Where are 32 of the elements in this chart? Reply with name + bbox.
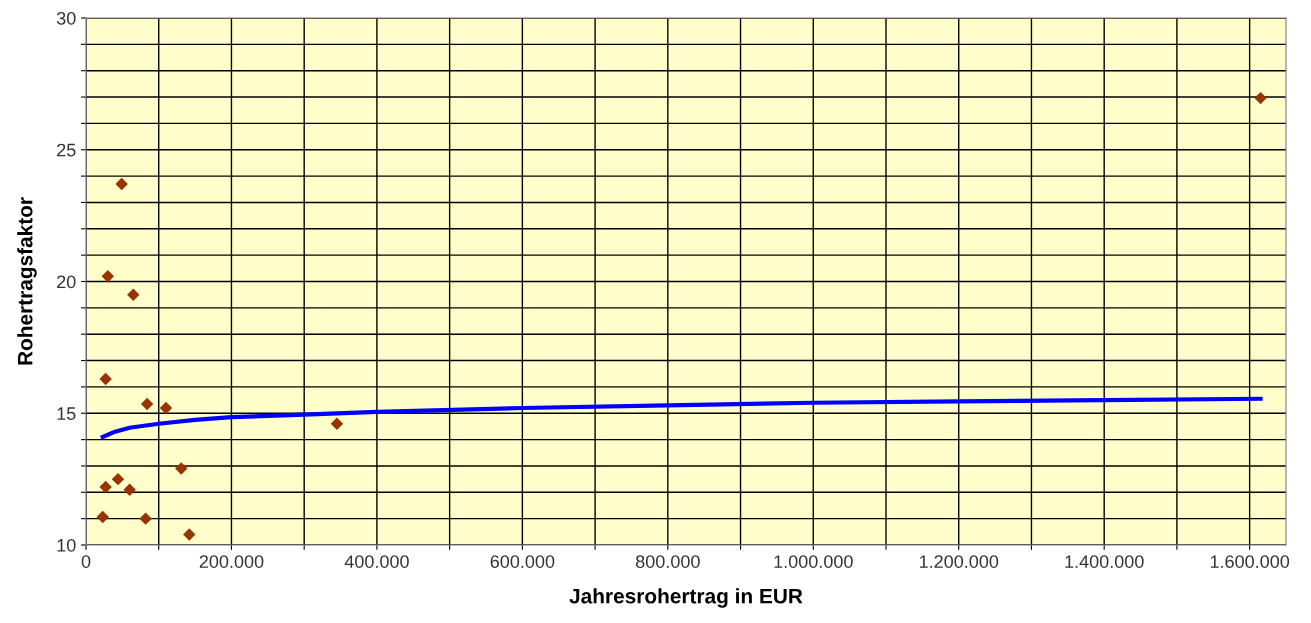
point (127, 288, 140, 301)
x-tick-label: 200.000 (199, 555, 264, 568)
y-tick-label: 25 (57, 143, 76, 157)
x-tick-label: 800.000 (635, 555, 700, 568)
point (1254, 91, 1267, 105)
point (99, 480, 112, 494)
point (183, 528, 196, 541)
point (99, 372, 112, 386)
point (101, 270, 115, 283)
point (139, 512, 152, 525)
x-tick-label: 1.600.000 (1210, 555, 1290, 568)
y-tick-label: 10 (57, 538, 76, 552)
point (111, 472, 125, 486)
point (330, 417, 344, 430)
y-axis-title: Rohertragsfaktor (17, 197, 37, 365)
point (123, 483, 136, 496)
x-tick-label: 1.000.000 (774, 555, 853, 568)
y-tick-label: 20 (57, 275, 76, 289)
point (115, 177, 128, 191)
x-tick-label: 1.400.000 (1065, 555, 1144, 568)
point (159, 401, 173, 415)
x-tick-label: 600.000 (490, 555, 555, 568)
y-tick-label: 15 (57, 407, 76, 420)
point (175, 462, 188, 475)
y-tick-label: 30 (56, 11, 76, 25)
x-tick-label: 400.000 (344, 555, 409, 568)
line-series (100, 396, 1263, 440)
x-tick-label: 0 (81, 555, 91, 568)
point (96, 510, 109, 524)
x-tick-label: 1.200.000 (919, 555, 999, 568)
point (140, 397, 154, 411)
x-axis-title: Jahresrohertrag in EUR (569, 588, 803, 608)
